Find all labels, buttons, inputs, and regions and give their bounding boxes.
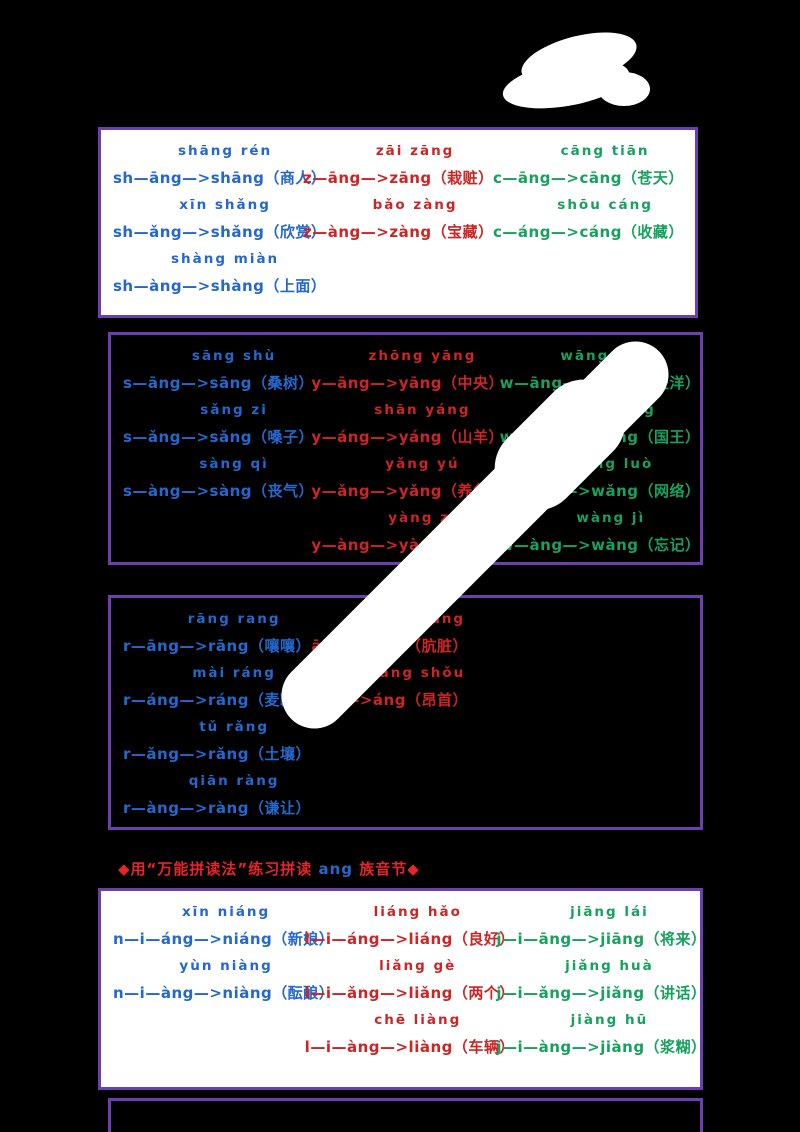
pinyin-word: liáng hǎo (373, 904, 462, 920)
pinyin-word: rāng rang (187, 611, 281, 627)
pinyin-column-red: liáng hǎo l—i—áng—>liáng（良好） liǎng gè l—i—ǎ… (304, 899, 515, 1061)
pinyin-word: cāng tiān (560, 143, 650, 159)
section-header: ◆用“万能拼读法”练习拼读 ang 族音节◆ (118, 858, 420, 879)
pinyin-word: shān yáng (374, 402, 471, 418)
section-header-suffix: 族音节◆ (353, 860, 420, 878)
pinyin-column-green: cāng tiān c—āng—>cāng（苍天） shōu cáng c—áng—>… (493, 138, 683, 300)
pinyin-formula: j—i—àng—>jiàng（浆糊） (496, 1038, 707, 1056)
pinyin-word: jiàng hū (570, 1012, 649, 1028)
pinyin-formula: sh—ǎng—>shǎng（欣赏） (113, 223, 327, 241)
pinyin-column-green: jiāng lái j—i—āng—>jiāng（将来） jiǎng huà j—i—… (496, 899, 707, 1061)
pinyin-word: áng shǒu (379, 665, 466, 681)
pinyin-word: yàng zi (388, 510, 457, 526)
pinyin-word: zāi zāng (375, 143, 455, 159)
pinyin-word: chē liàng (374, 1012, 462, 1028)
pinyin-formula: n—i—àng—>niàng（酝酿） (113, 984, 335, 1002)
pinyin-formula: r—àng—>ràng（谦让） (123, 799, 311, 817)
pinyin-column-blue: xīn niáng n—i—áng—>niáng（新娘） yùn niàng n—i—… (113, 899, 335, 1061)
pinyin-word: yǎng yú (385, 456, 460, 472)
pinyin-formula: c—āng—>cāng（苍天） (493, 169, 684, 187)
pinyin-box-columns: xīn niáng n—i—áng—>niáng（新娘） yùn niàng n—i—… (101, 891, 707, 1069)
pinyin-word: xīn shǎng (179, 197, 271, 213)
pinyin-word: sǎng zi (200, 402, 268, 418)
pinyin-word: tǔ rǎng (199, 719, 270, 735)
pinyin-formula: z—àng—>zàng（宝藏） (303, 223, 494, 241)
pinyin-column-red: zāi zāng z—āng—>zāng（栽赃） bǎo zàng z—àng—>zà… (303, 138, 493, 300)
pinyin-formula: l—i—àng—>liàng（车辆） (304, 1038, 515, 1056)
pinyin-word: sàng qì (199, 456, 269, 472)
pinyin-formula: r—āng—>rāng（嚷嚷） (123, 637, 311, 655)
pinyin-formula: n—i—áng—>niáng（新娘） (113, 930, 335, 948)
pinyin-formula: y—áng—>yáng（山羊） (311, 428, 505, 446)
pinyin-word: zhōng yāng (368, 348, 477, 364)
pinyin-word: jiǎng huà (565, 958, 654, 974)
pinyin-formula: c—áng—>cáng（收藏） (493, 223, 684, 241)
pinyin-word: shàng miàn (171, 251, 280, 267)
pinyin-formula: w—àng—>wàng（忘记） (499, 536, 701, 554)
section-header-prefix: ◆用“万能拼读法”练习拼读 (118, 860, 319, 878)
pinyin-formula: l—i—áng—>liáng（良好） (304, 930, 515, 948)
pinyin-formula: z—āng—>zāng（栽赃） (303, 169, 494, 187)
pinyin-box-niang-liang-jiang: xīn niáng n—i—áng—>niáng（新娘） yùn niàng n—i—… (98, 888, 707, 1090)
pinyin-box-sh-z-c: shāng rén sh—āng—>shāng（商人） xīn shǎng sh—ǎn… (98, 127, 698, 318)
pinyin-formula: j—i—āng—>jiāng（将来） (496, 930, 707, 948)
pinyin-formula: sh—āng—>shāng（商人） (113, 169, 327, 187)
pinyin-word: xīn niáng (181, 904, 271, 920)
pinyin-formula: r—áng—>ráng（麦瓤） (123, 691, 311, 709)
whiteout-mark (598, 72, 650, 106)
pinyin-formula: s—àng—>sàng（丧气） (123, 482, 315, 500)
pinyin-column-red: zhōng yāng y—āng—>yāng（中央） shān yáng y—áng—… (311, 343, 505, 559)
pinyin-word: sāng shù (191, 348, 277, 364)
pinyin-formula: j—i—ǎng—>jiǎng（讲话） (496, 984, 707, 1002)
pinyin-word: wàng jì (576, 510, 646, 526)
section-header-highlight: ang (318, 860, 354, 878)
pinyin-word: shōu cáng (557, 197, 653, 213)
pinyin-box-columns: shāng rén sh—āng—>shāng（商人） xīn shǎng sh—ǎn… (101, 130, 695, 308)
pinyin-formula: s—ǎng—>sǎng（嗓子） (123, 428, 315, 446)
pinyin-formula: l—i—ǎng—>liǎng（两个） (304, 984, 515, 1002)
pinyin-column-blue: rāng rang r—āng—>rāng（嚷嚷） mài ráng r—áng—>r… (123, 606, 311, 822)
pinyin-formula: sh—àng—>shàng（上面） (113, 277, 327, 295)
pinyin-word: jiāng lái (570, 904, 649, 920)
pinyin-formula: r—ǎng—>rǎng（土壤） (123, 745, 311, 763)
pinyin-box-partial-bottom (108, 1098, 703, 1132)
pinyin-formula: y—ǎng—>yǎng（养鱼） (311, 482, 505, 500)
pinyin-formula: s—āng—>sāng（桑树） (123, 374, 315, 392)
pinyin-box-columns: sāng shù s—āng—>sāng（桑树） sǎng zi s—ǎng—>sǎn… (111, 335, 700, 567)
pinyin-column-blue: sāng shù s—āng—>sāng（桑树） sǎng zi s—ǎng—>sǎn… (123, 343, 315, 559)
pinyin-word: qiān ràng (188, 773, 280, 789)
pinyin-word: liǎng gè (379, 958, 457, 974)
pinyin-formula: y—āng—>yāng（中央） (311, 374, 505, 392)
pinyin-word: bǎo zàng (372, 197, 458, 213)
pinyin-word: yùn niàng (179, 958, 273, 974)
pinyin-word: shāng rén (178, 143, 273, 159)
pinyin-column-blue: shāng rén sh—āng—>shāng（商人） xīn shǎng sh—ǎn… (113, 138, 327, 300)
pinyin-column-green (500, 606, 688, 822)
pinyin-word: mài ráng (192, 665, 276, 681)
